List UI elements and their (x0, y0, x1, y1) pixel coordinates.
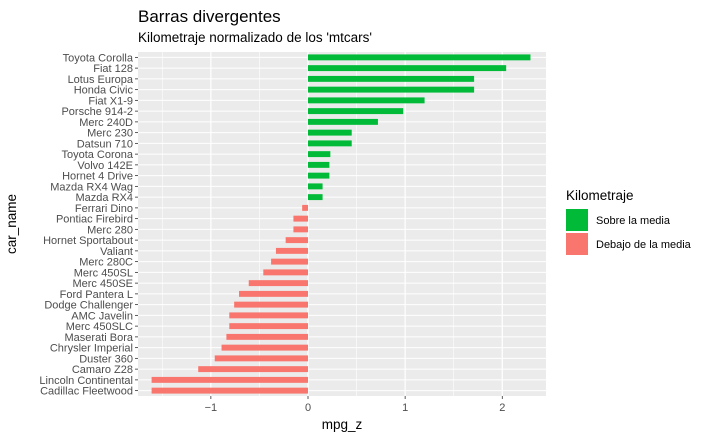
bar-datsun-710 (308, 140, 352, 147)
bar-ferrari-dino (302, 204, 308, 211)
y-tick-label: Merc 280C (79, 257, 133, 269)
legend-label: Sobre la media (596, 215, 671, 227)
y-tick-label: Merc 280 (87, 224, 133, 236)
y-tick-label: Dodge Challenger (44, 300, 133, 312)
x-tick-label: −1 (205, 402, 218, 414)
bar-maserati-bora (226, 333, 308, 340)
y-tick-label: Volvo 142E (77, 160, 133, 172)
x-axis-title: mpg_z (322, 417, 363, 432)
bar-ford-pantera-l (239, 290, 308, 297)
chart-subtitle: Kilometraje normalizado de los 'mtcars' (138, 30, 372, 45)
y-tick-label: Valiant (100, 246, 133, 258)
plot-panel (138, 52, 546, 396)
bar-valiant (275, 247, 308, 254)
bar-pontiac-firebird (293, 215, 308, 222)
y-tick-label: Ferrari Dino (75, 203, 133, 215)
bar-merc-450se (248, 280, 308, 287)
y-tick-label: Mazda RX4 (76, 192, 133, 204)
legend: Kilometraje Sobre la media Debajo de la m… (566, 188, 692, 255)
y-tick-label: Porsche 914-2 (61, 106, 133, 118)
legend-title: Kilometraje (566, 188, 634, 203)
legend-key (566, 209, 588, 231)
y-tick-label: Pontiac Firebird (56, 214, 133, 226)
y-tick-label: Merc 450SE (72, 278, 133, 290)
y-tick-label: Toyota Corolla (63, 52, 134, 64)
y-tick-label: Fiat 128 (93, 63, 133, 75)
bar-merc-280 (293, 226, 308, 233)
x-tick-label: 0 (305, 402, 311, 414)
y-tick-label: Maserati Bora (65, 332, 134, 344)
bar-camaro-z28 (198, 366, 308, 373)
y-tick-label: Merc 450SLC (66, 321, 133, 333)
y-tick-label: Duster 360 (79, 353, 133, 365)
bar-lotus-europa (308, 75, 475, 82)
y-tick-label: Honda Civic (74, 85, 134, 97)
x-axis-tick-labels: −1 0 1 2 (205, 396, 505, 414)
y-tick-label: AMC Javelin (71, 310, 133, 322)
bar-merc-450slc (229, 323, 308, 330)
bar-merc-230 (308, 129, 352, 136)
y-tick-label: Fiat X1-9 (88, 95, 133, 107)
bar-mazda-rx4-wag (308, 183, 323, 190)
y-tick-label: Datsun 710 (77, 138, 133, 150)
bar-porsche-914-2 (308, 108, 404, 115)
bar-hornet-sportabout (285, 237, 308, 244)
bar-fiat-128 (308, 65, 507, 72)
bar-hornet-4-drive (308, 172, 330, 179)
x-tick-label: 1 (402, 402, 408, 414)
bar-duster-360 (214, 355, 308, 362)
bar-cadillac-fleetwood (151, 387, 308, 394)
y-tick-label: Toyota Corona (61, 149, 133, 161)
bar-mazda-rx4 (308, 194, 323, 201)
y-tick-label: Cadillac Fleetwood (40, 386, 133, 398)
bar-amc-javelin (229, 312, 308, 319)
bar-toyota-corona (308, 151, 331, 158)
y-axis-title: car_name (4, 194, 19, 254)
bars (151, 54, 531, 394)
y-tick-label: Merc 450SL (74, 267, 133, 279)
bar-lincoln-continental (151, 376, 308, 383)
y-tick-label: Ford Pantera L (60, 289, 133, 301)
bar-volvo-142e (308, 161, 330, 168)
y-tick-label: Merc 230 (87, 128, 133, 140)
x-tick-label: 2 (499, 402, 505, 414)
y-tick-label: Camaro Z28 (72, 364, 133, 376)
bar-merc-450sl (263, 269, 308, 276)
y-tick-label: Merc 240D (79, 117, 133, 129)
bar-honda-civic (308, 86, 475, 93)
y-tick-label: Lincoln Continental (39, 375, 133, 387)
legend-key (566, 233, 588, 255)
bar-merc-280c (271, 258, 308, 265)
legend-label: Debajo de la media (596, 239, 692, 251)
y-tick-label: Lotus Europa (68, 74, 134, 86)
y-tick-label: Mazda RX4 Wag (50, 181, 133, 193)
bar-toyota-corolla (308, 54, 531, 61)
bar-fiat-x1-9 (308, 97, 425, 104)
chart-title: Barras divergentes (138, 7, 281, 26)
y-tick-label: Hornet 4 Drive (62, 171, 133, 183)
bar-chrysler-imperial (221, 344, 308, 351)
bar-merc-240d (308, 118, 378, 125)
y-tick-label: Chrysler Imperial (50, 343, 133, 355)
bar-dodge-challenger (234, 301, 308, 308)
y-tick-label: Hornet Sportabout (43, 235, 133, 247)
